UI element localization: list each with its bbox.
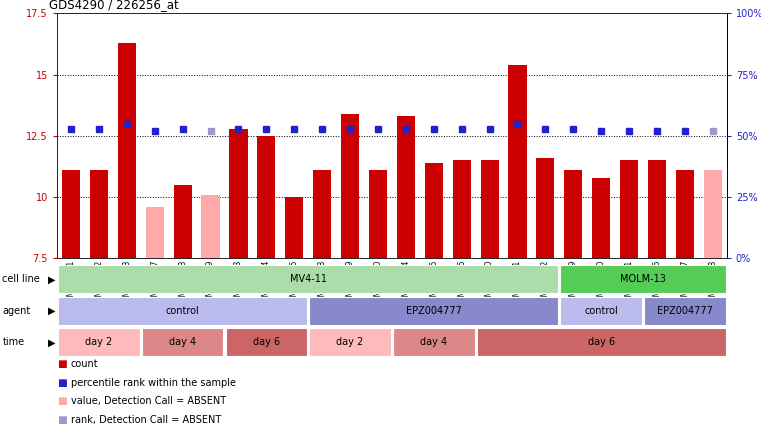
Bar bbox=[62, 170, 80, 258]
Bar bbox=[58, 266, 559, 293]
Text: ■: ■ bbox=[57, 415, 67, 425]
Text: ■: ■ bbox=[57, 359, 67, 369]
Text: day 6: day 6 bbox=[253, 337, 280, 347]
Text: ▶: ▶ bbox=[48, 337, 56, 347]
Bar bbox=[564, 170, 582, 258]
Bar bbox=[341, 114, 359, 258]
Bar bbox=[257, 136, 275, 258]
Text: time: time bbox=[2, 337, 24, 347]
Text: day 2: day 2 bbox=[85, 337, 113, 347]
Text: EPZ004777: EPZ004777 bbox=[406, 306, 462, 316]
Text: day 2: day 2 bbox=[336, 337, 364, 347]
Bar bbox=[592, 178, 610, 258]
Bar bbox=[508, 65, 527, 258]
Bar bbox=[560, 297, 642, 325]
Text: percentile rank within the sample: percentile rank within the sample bbox=[71, 378, 236, 388]
Bar bbox=[58, 329, 140, 356]
Bar bbox=[704, 170, 722, 258]
Bar bbox=[174, 185, 192, 258]
Text: value, Detection Call = ABSENT: value, Detection Call = ABSENT bbox=[71, 396, 226, 406]
Bar bbox=[225, 329, 307, 356]
Bar bbox=[648, 160, 666, 258]
Bar bbox=[644, 297, 726, 325]
Bar bbox=[369, 170, 387, 258]
Text: day 4: day 4 bbox=[169, 337, 196, 347]
Bar bbox=[396, 116, 415, 258]
Bar bbox=[537, 158, 555, 258]
Bar bbox=[90, 170, 108, 258]
Text: EPZ004777: EPZ004777 bbox=[657, 306, 713, 316]
Bar bbox=[393, 329, 475, 356]
Bar bbox=[676, 170, 694, 258]
Bar bbox=[58, 297, 307, 325]
Bar bbox=[480, 160, 498, 258]
Bar bbox=[285, 197, 304, 258]
Bar bbox=[229, 128, 247, 258]
Text: control: control bbox=[584, 306, 618, 316]
Bar bbox=[118, 43, 136, 258]
Bar bbox=[425, 163, 443, 258]
Text: ▶: ▶ bbox=[48, 306, 56, 316]
Bar bbox=[309, 297, 559, 325]
Bar bbox=[313, 170, 331, 258]
Bar bbox=[202, 194, 220, 258]
Bar bbox=[560, 266, 726, 293]
Text: day 6: day 6 bbox=[587, 337, 615, 347]
Bar bbox=[620, 160, 638, 258]
Text: agent: agent bbox=[2, 306, 30, 316]
Bar bbox=[453, 160, 471, 258]
Text: ▶: ▶ bbox=[48, 274, 56, 284]
Text: day 4: day 4 bbox=[420, 337, 447, 347]
Text: ■: ■ bbox=[57, 396, 67, 406]
Bar bbox=[145, 207, 164, 258]
Text: GDS4290 / 226256_at: GDS4290 / 226256_at bbox=[49, 0, 179, 11]
Bar bbox=[142, 329, 224, 356]
Text: ■: ■ bbox=[57, 378, 67, 388]
Text: rank, Detection Call = ABSENT: rank, Detection Call = ABSENT bbox=[71, 415, 221, 425]
Text: cell line: cell line bbox=[2, 274, 40, 284]
Text: count: count bbox=[71, 359, 98, 369]
Text: MV4-11: MV4-11 bbox=[290, 274, 326, 284]
Text: MOLM-13: MOLM-13 bbox=[620, 274, 666, 284]
Bar bbox=[476, 329, 726, 356]
Text: control: control bbox=[166, 306, 199, 316]
Bar bbox=[309, 329, 391, 356]
